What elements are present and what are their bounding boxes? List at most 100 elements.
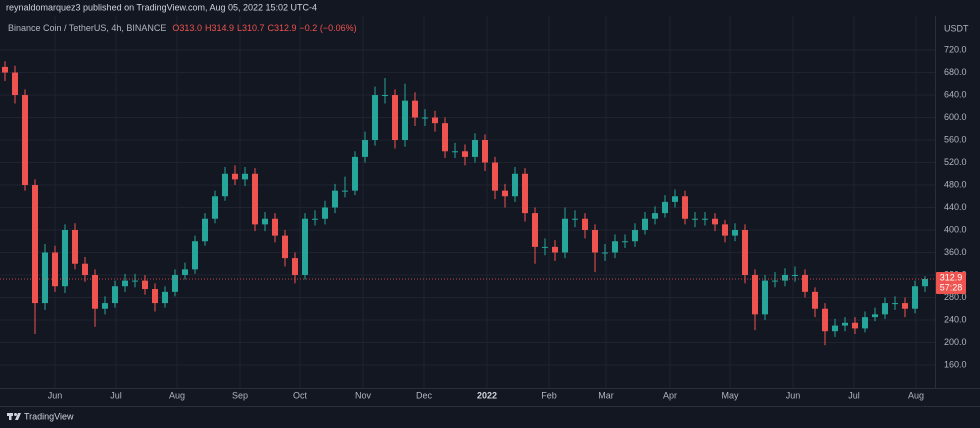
candle-body (432, 117, 438, 124)
ohlc-value: H314.9 (205, 23, 234, 33)
candle-body (582, 218, 588, 230)
candle-body (282, 235, 288, 259)
candle-body (522, 173, 528, 214)
candle-body (92, 274, 98, 309)
candle-body (502, 190, 508, 197)
y-tick-label: 480.0 (944, 179, 967, 189)
y-tick-label: 160.0 (944, 359, 967, 369)
x-tick-label: Jun (48, 390, 63, 400)
countdown-label: 57:28 (940, 282, 963, 292)
candle-body (1, 66, 8, 73)
candle-body (372, 95, 378, 141)
candle-body (642, 218, 648, 230)
candle-body (742, 229, 748, 275)
x-tick-label: Nov (355, 390, 372, 400)
candle-body (362, 140, 368, 157)
candle-body (102, 303, 108, 309)
candle-body (852, 322, 858, 329)
candle-body (322, 207, 328, 219)
candle-body (832, 325, 838, 332)
candles (1, 61, 928, 346)
logo (7, 413, 21, 420)
x-tick-label: Mar (598, 390, 614, 400)
x-tick-label: May (721, 390, 739, 400)
candle-body (252, 173, 258, 225)
candle-body (842, 322, 848, 326)
ohlc-value: O313.0 (172, 23, 202, 33)
candle-body (352, 156, 358, 191)
candle-body (62, 229, 68, 287)
y-tick-label: 600.0 (944, 112, 967, 122)
candle-body (462, 151, 468, 157)
candle-body (512, 173, 518, 197)
candle-body (22, 95, 28, 186)
candle-body (332, 190, 338, 208)
candle-body (802, 274, 808, 292)
candle-body (112, 286, 118, 304)
candle-body (212, 196, 218, 219)
candle-body (452, 151, 458, 153)
candle-body (472, 140, 478, 157)
x-tick-label: Feb (541, 390, 557, 400)
candle-body (192, 241, 198, 270)
candle-body (132, 280, 138, 282)
x-tick-label: Sep (232, 390, 248, 400)
candle-body (552, 246, 558, 253)
candle-body (892, 303, 898, 305)
candle-body (272, 218, 278, 236)
candle-body (162, 291, 168, 304)
candle-body (682, 196, 688, 219)
candle-body (812, 291, 818, 309)
candle-body (122, 280, 128, 287)
candle-body (672, 196, 678, 202)
candle-body (302, 218, 308, 275)
grid (0, 16, 935, 388)
candle-body (402, 100, 408, 141)
logo-stem (9, 413, 12, 420)
publisher-header: reynaldomarquez3 published on TradingVie… (6, 2, 317, 12)
candle-body (782, 274, 788, 281)
y-tick-label: 240.0 (944, 314, 967, 324)
legend: Binance Coin / TetherUS, 4h, BINANCE O313… (8, 23, 357, 33)
candle-body (442, 123, 448, 152)
candle-body (82, 263, 88, 275)
candle-body (752, 274, 758, 315)
x-tick-label: 2022 (477, 390, 497, 400)
candle-body (292, 258, 298, 275)
candle-body (12, 72, 18, 96)
y-tick-label: 520.0 (944, 157, 967, 167)
candle-body (612, 241, 618, 253)
candle-body (542, 246, 548, 248)
candle-body (662, 201, 668, 214)
candle-body (732, 229, 738, 236)
x-tick-label: Aug (908, 390, 924, 400)
candle-body (312, 218, 318, 220)
candle-body (622, 241, 628, 243)
y-tick-label: 360.0 (944, 247, 967, 257)
candle-body (172, 274, 178, 292)
ohlc-value: −0.2 (−0.06%) (300, 23, 357, 33)
candle-body (822, 308, 828, 332)
last-price-label: 312.9 (940, 272, 963, 282)
candle-body (342, 190, 348, 192)
candle-body (142, 280, 148, 290)
candle-body (692, 218, 698, 220)
y-tick-label: 280.0 (944, 292, 967, 302)
candle-body (482, 140, 488, 163)
candle-body (702, 218, 708, 220)
candle-body (152, 289, 158, 304)
logo-slash (15, 413, 21, 420)
candle-body (222, 173, 228, 197)
y-tick-label: 440.0 (944, 202, 967, 212)
y-tick-label: 720.0 (944, 44, 967, 54)
candle-body (722, 224, 728, 236)
candle-body (632, 229, 638, 242)
footer-brand: TradingView (24, 411, 74, 421)
candle-body (202, 218, 208, 242)
candle-body (712, 218, 718, 225)
candle-body (862, 317, 868, 329)
x-tick-label: Apr (663, 390, 677, 400)
y-tick-label: 640.0 (944, 89, 967, 99)
y-tick-label: 200.0 (944, 337, 967, 347)
